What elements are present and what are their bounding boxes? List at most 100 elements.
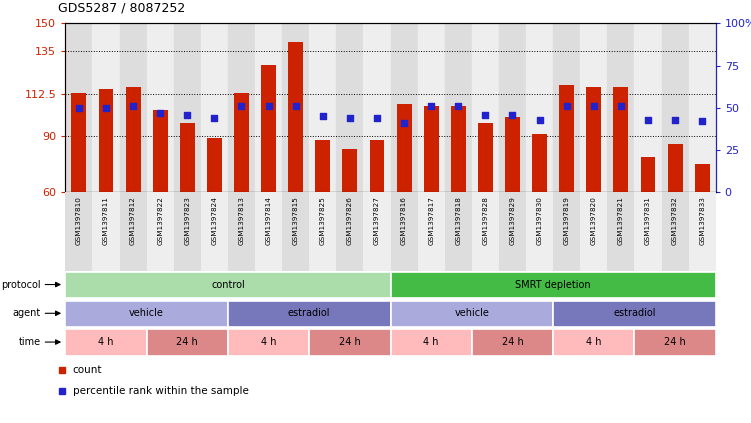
Text: count: count <box>73 365 102 375</box>
Bar <box>662 23 689 192</box>
Text: 24 h: 24 h <box>339 337 360 347</box>
Bar <box>391 272 716 298</box>
Bar <box>146 23 173 192</box>
Bar <box>641 157 656 192</box>
Point <box>371 115 383 121</box>
Text: GSM1397822: GSM1397822 <box>157 196 163 245</box>
Bar <box>581 192 608 271</box>
Text: estradiol: estradiol <box>613 308 656 318</box>
Bar <box>472 192 499 271</box>
Text: 4 h: 4 h <box>98 337 113 347</box>
Text: 24 h: 24 h <box>502 337 523 347</box>
Point <box>479 111 491 118</box>
Bar <box>146 330 228 356</box>
Bar <box>363 192 391 271</box>
Bar <box>146 192 173 271</box>
Bar <box>614 87 629 192</box>
Bar <box>397 104 412 192</box>
Bar <box>418 192 445 271</box>
Bar <box>526 23 553 192</box>
Bar <box>608 192 635 271</box>
Text: GSM1397819: GSM1397819 <box>564 196 570 245</box>
Point <box>73 104 85 111</box>
Bar <box>472 330 553 356</box>
Text: GSM1397823: GSM1397823 <box>184 196 190 245</box>
Text: GSM1397828: GSM1397828 <box>482 196 488 245</box>
Text: percentile rank within the sample: percentile rank within the sample <box>73 386 249 396</box>
Bar <box>635 330 716 356</box>
Text: GSM1397826: GSM1397826 <box>347 196 353 245</box>
Point <box>344 115 356 121</box>
Text: SMRT depletion: SMRT depletion <box>515 280 591 289</box>
Text: GSM1397812: GSM1397812 <box>130 196 136 245</box>
Bar <box>342 149 357 192</box>
Text: GSM1397816: GSM1397816 <box>401 196 407 245</box>
Bar <box>391 301 553 327</box>
Text: GSM1397824: GSM1397824 <box>211 196 217 245</box>
Point <box>263 103 275 110</box>
Point <box>615 103 627 110</box>
Text: agent: agent <box>12 308 41 318</box>
Bar <box>173 23 201 192</box>
Bar <box>65 192 92 271</box>
Bar <box>65 301 228 327</box>
Bar <box>635 23 662 192</box>
Bar <box>391 192 418 271</box>
Bar <box>65 330 146 356</box>
Bar <box>309 192 336 271</box>
Text: GSM1397820: GSM1397820 <box>591 196 597 245</box>
Text: GSM1397832: GSM1397832 <box>672 196 678 245</box>
Bar <box>228 330 309 356</box>
Text: GSM1397815: GSM1397815 <box>293 196 299 245</box>
Bar <box>336 23 363 192</box>
Point <box>236 103 248 110</box>
Point <box>506 111 518 118</box>
Bar <box>336 192 363 271</box>
Text: GDS5287 / 8087252: GDS5287 / 8087252 <box>58 2 185 15</box>
Bar <box>207 138 222 192</box>
Bar <box>451 106 466 192</box>
Text: GSM1397831: GSM1397831 <box>645 196 651 245</box>
Text: 4 h: 4 h <box>424 337 439 347</box>
Point <box>181 111 193 118</box>
Bar <box>445 23 472 192</box>
Bar <box>71 93 86 192</box>
Bar <box>228 301 391 327</box>
Bar <box>363 23 391 192</box>
Bar <box>234 93 249 192</box>
Bar <box>526 192 553 271</box>
Text: GSM1397829: GSM1397829 <box>509 196 515 245</box>
Bar <box>499 23 526 192</box>
Bar <box>179 123 195 192</box>
Bar <box>152 110 167 192</box>
Text: 24 h: 24 h <box>664 337 686 347</box>
Text: 4 h: 4 h <box>261 337 276 347</box>
Bar <box>553 330 635 356</box>
Bar <box>581 23 608 192</box>
Bar <box>418 23 445 192</box>
Bar <box>125 87 140 192</box>
Point <box>561 103 573 110</box>
Bar <box>201 23 228 192</box>
Bar <box>391 23 418 192</box>
Text: control: control <box>211 280 245 289</box>
Bar <box>282 192 309 271</box>
Text: GSM1397833: GSM1397833 <box>699 196 705 245</box>
Text: 24 h: 24 h <box>176 337 198 347</box>
Point <box>588 103 600 110</box>
Bar <box>391 330 472 356</box>
Bar <box>282 23 309 192</box>
Text: GSM1397818: GSM1397818 <box>455 196 461 245</box>
Bar <box>608 23 635 192</box>
Bar <box>635 192 662 271</box>
Bar <box>505 117 520 192</box>
Bar <box>424 106 439 192</box>
Point <box>669 116 681 123</box>
Text: time: time <box>18 337 41 347</box>
Text: GSM1397821: GSM1397821 <box>618 196 624 245</box>
Bar <box>119 23 146 192</box>
Bar <box>689 192 716 271</box>
Bar <box>478 123 493 192</box>
Text: GSM1397810: GSM1397810 <box>76 196 82 245</box>
Point <box>154 110 166 116</box>
